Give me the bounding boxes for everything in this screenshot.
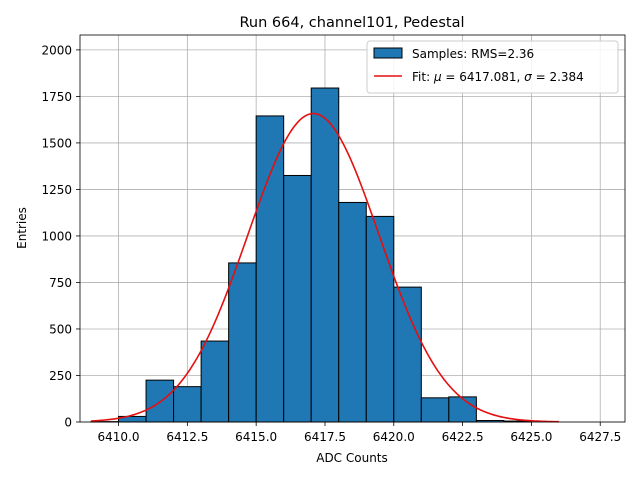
x-tick-label: 6420.0 <box>373 430 415 444</box>
y-tick-label: 2000 <box>41 43 72 57</box>
legend-sigma-value: = 2.384 <box>532 70 584 84</box>
legend-fit-prefix: Fit: <box>412 70 434 84</box>
legend-samples-label: Samples: RMS=2.36 <box>412 47 534 61</box>
x-axis-ticks: 6410.0 6412.5 6415.0 6417.5 6420.0 6422.5 6425… <box>98 422 621 444</box>
y-axis-label: Entries <box>15 207 29 249</box>
histogram-bar <box>338 201 367 423</box>
gaussian-fit-curve <box>90 112 559 423</box>
x-tick-label: 6427.5 <box>579 430 621 444</box>
y-tick-label: 750 <box>49 276 72 290</box>
y-tick-label: 0 <box>64 416 72 430</box>
legend: Samples: RMS=2.36 Fit: μ = 6417.081, σ =… <box>366 40 619 94</box>
histogram-bar <box>310 87 340 423</box>
y-tick-label: 1250 <box>41 183 72 197</box>
y-tick-label: 1750 <box>41 90 72 104</box>
histogram-bar <box>283 174 312 423</box>
x-tick-label: 6410.0 <box>98 430 140 444</box>
plot-area-frame <box>79 34 626 423</box>
x-tick-label: 6422.5 <box>442 430 484 444</box>
chart-title: Run 664, channel101, Pedestal <box>239 15 464 31</box>
histogram-bars <box>90 87 532 423</box>
legend-samples-swatch <box>373 47 403 59</box>
histogram-bar <box>145 379 175 423</box>
histogram-bar <box>200 340 230 423</box>
histogram-bar <box>393 286 422 423</box>
histogram-bar <box>173 386 202 423</box>
y-tick-label: 250 <box>49 369 72 383</box>
histogram-bar <box>420 397 450 423</box>
y-tick-label: 500 <box>49 322 72 336</box>
histogram-bar <box>365 215 395 423</box>
histogram-bar <box>228 262 257 423</box>
x-tick-label: 6412.5 <box>166 430 208 444</box>
x-tick-label: 6415.0 <box>235 430 277 444</box>
legend-sigma-symbol: σ <box>524 70 532 84</box>
y-axis-ticks: 0 250 500 750 1000 1250 1500 1750 2000 <box>41 43 80 430</box>
legend-mu-value: = 6417.081, <box>442 70 525 84</box>
legend-mu-symbol: μ <box>433 70 442 84</box>
legend-box <box>366 40 619 94</box>
y-tick-label: 1500 <box>41 136 72 150</box>
x-axis-label: ADC Counts <box>316 451 388 465</box>
y-tick-label: 1000 <box>41 229 72 243</box>
x-tick-label: 6425.0 <box>510 430 552 444</box>
legend-fit-label: Fit: μ = 6417.081, σ = 2.384 <box>412 70 584 84</box>
histogram-bar <box>255 115 285 423</box>
x-tick-label: 6417.5 <box>304 430 346 444</box>
histogram-bar <box>448 396 477 423</box>
